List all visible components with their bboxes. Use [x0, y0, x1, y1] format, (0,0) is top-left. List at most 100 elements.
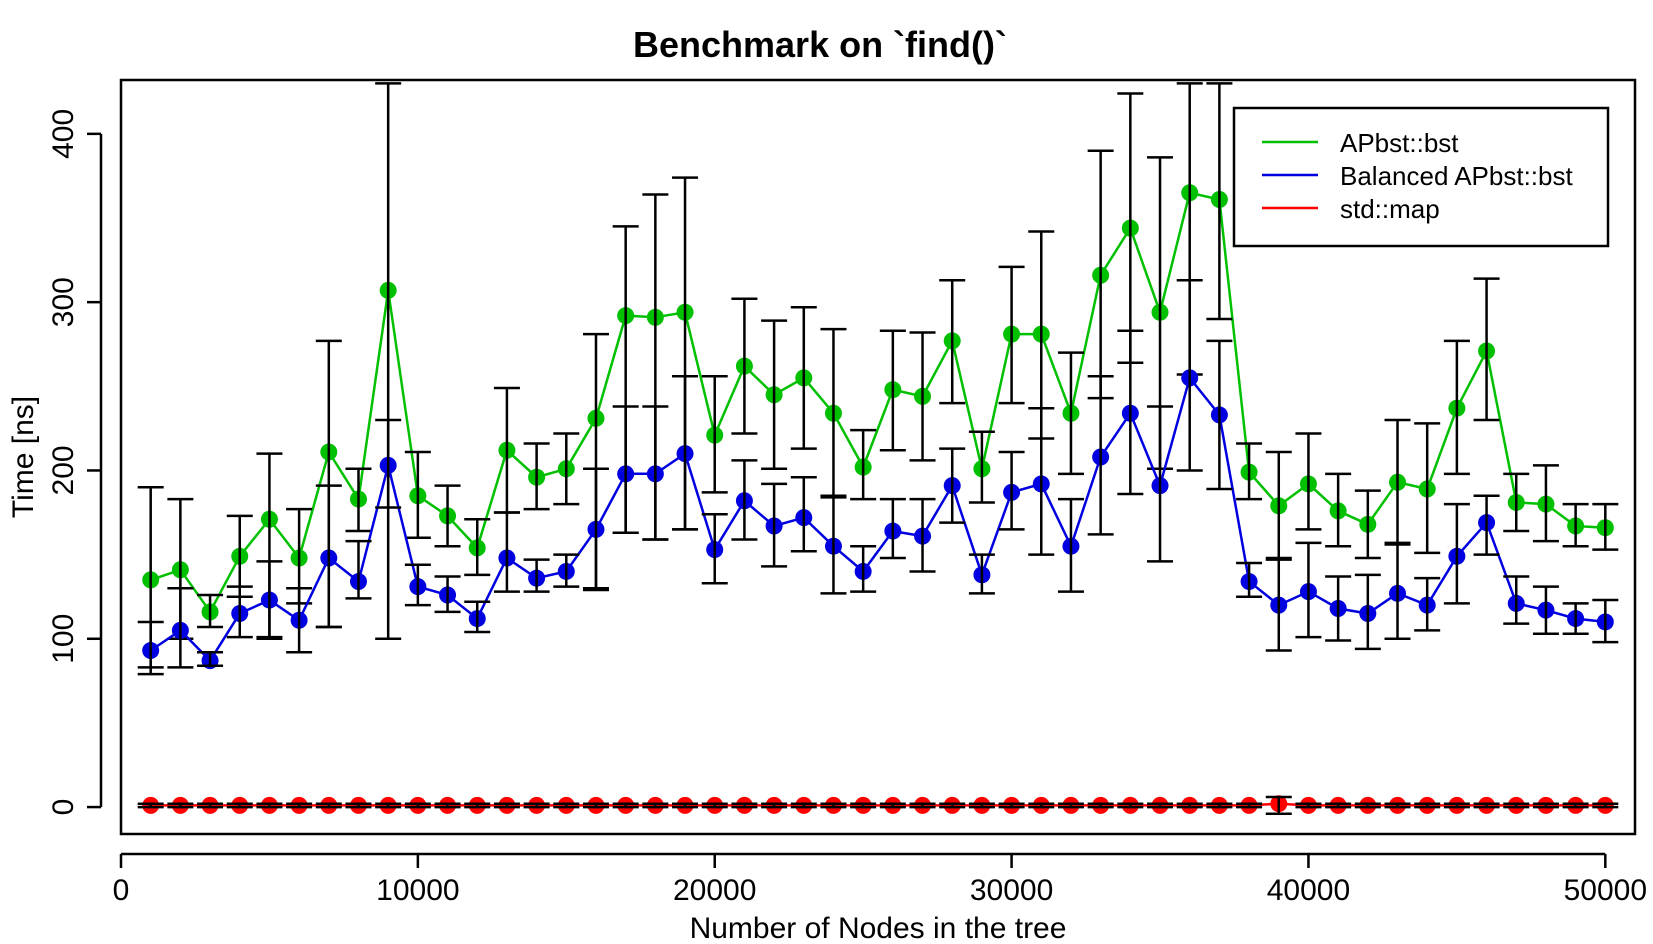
- error-bar: [434, 802, 461, 809]
- error-bar: [197, 593, 224, 629]
- error-bar: [1532, 802, 1559, 809]
- error-bar: [939, 447, 966, 524]
- error-bar: [1265, 795, 1292, 816]
- error-bar: [375, 82, 402, 641]
- error-bar: [1384, 541, 1411, 641]
- error-bar: [1443, 802, 1470, 809]
- error-bar: [523, 802, 550, 809]
- x-tick-label: 10000: [376, 874, 459, 907]
- error-bar: [464, 802, 491, 809]
- error-bar: [137, 620, 164, 676]
- x-tick-label: 30000: [970, 874, 1053, 907]
- error-bar: [493, 511, 520, 593]
- error-bar: [553, 553, 580, 588]
- error-bar: [850, 428, 877, 501]
- error-bar: [404, 563, 431, 607]
- x-axis-label: Number of Nodes in the tree: [690, 912, 1067, 944]
- error-bar: [404, 450, 431, 540]
- error-bar: [1503, 802, 1530, 809]
- error-bar: [731, 459, 758, 541]
- chart-title: Benchmark on `find()`: [633, 24, 1007, 65]
- error-bar: [1503, 575, 1530, 625]
- error-bar: [612, 405, 639, 534]
- error-bar: [167, 802, 194, 809]
- error-bar: [1443, 339, 1470, 476]
- error-bar: [1295, 432, 1322, 531]
- error-bar: [1117, 802, 1144, 809]
- error-bar: [226, 802, 253, 809]
- error-bar: [375, 802, 402, 809]
- error-bar: [226, 585, 253, 639]
- error-bar: [1384, 802, 1411, 809]
- error-bar: [1028, 802, 1055, 809]
- error-bar: [731, 802, 758, 809]
- error-bar: [672, 374, 699, 531]
- error-bar: [464, 518, 491, 577]
- x-axis: 0 10000 20000 30000 40000 50000: [113, 852, 1647, 907]
- error-bar: [1503, 472, 1530, 533]
- error-bar: [1295, 541, 1322, 639]
- error-bar: [1414, 576, 1441, 632]
- error-bar: [1592, 502, 1619, 551]
- error-bar: [464, 600, 491, 634]
- y-tick-label: 0: [47, 799, 80, 816]
- error-bar: [1176, 279, 1203, 472]
- error-bar: [1592, 598, 1619, 644]
- legend-box: [1232, 106, 1610, 248]
- error-bar: [1057, 351, 1084, 476]
- x-tick-label: 50000: [1564, 874, 1647, 907]
- error-bar: [1028, 406, 1055, 556]
- error-bar: [909, 331, 936, 462]
- error-bar: [256, 560, 283, 639]
- error-bar: [701, 512, 728, 585]
- error-bar: [315, 484, 342, 629]
- error-bar: [197, 802, 224, 809]
- error-bar: [731, 297, 758, 435]
- error-bar: [820, 802, 847, 809]
- error-bar: [1414, 802, 1441, 809]
- error-bar: [197, 650, 224, 667]
- error-bar: [1265, 556, 1292, 652]
- error-bar: [879, 497, 906, 560]
- error-bar: [1354, 802, 1381, 809]
- error-bar: [1592, 802, 1619, 809]
- error-bar: [1117, 329, 1144, 496]
- error-bar: [998, 265, 1025, 405]
- error-bar: [968, 553, 995, 595]
- error-bar: [850, 802, 877, 809]
- error-bar: [434, 484, 461, 548]
- error-bar: [968, 802, 995, 809]
- y-tick-label: 400: [47, 109, 80, 159]
- error-bar: [968, 430, 995, 504]
- error-bar: [1532, 464, 1559, 543]
- legend-label: APbst::bst: [1340, 128, 1459, 158]
- error-bar: [1236, 802, 1263, 809]
- error-bar: [553, 802, 580, 809]
- error-bar: [1354, 573, 1381, 651]
- error-bar: [1562, 802, 1589, 809]
- error-bar: [1057, 497, 1084, 593]
- plot-frame: [119, 78, 1637, 836]
- error-bar: [1562, 502, 1589, 548]
- error-bar: [1176, 802, 1203, 809]
- error-bar: [1147, 802, 1174, 809]
- error-bar: [1087, 802, 1114, 809]
- legend-label: Balanced APbst::bst: [1340, 161, 1573, 191]
- error-bar: [879, 329, 906, 452]
- error-bar: [909, 802, 936, 809]
- series-2: [137, 795, 1619, 816]
- error-bar: [582, 802, 609, 809]
- error-bar: [790, 475, 817, 553]
- error-bar: [434, 575, 461, 614]
- error-bar: [523, 442, 550, 511]
- error-bar: [1295, 802, 1322, 809]
- error-bar: [1325, 472, 1352, 548]
- error-bar: [523, 558, 550, 593]
- y-tick-label: 200: [47, 445, 80, 495]
- error-bar: [345, 467, 372, 533]
- error-bar: [1443, 502, 1470, 605]
- error-bar: [582, 467, 609, 590]
- error-bar: [672, 802, 699, 809]
